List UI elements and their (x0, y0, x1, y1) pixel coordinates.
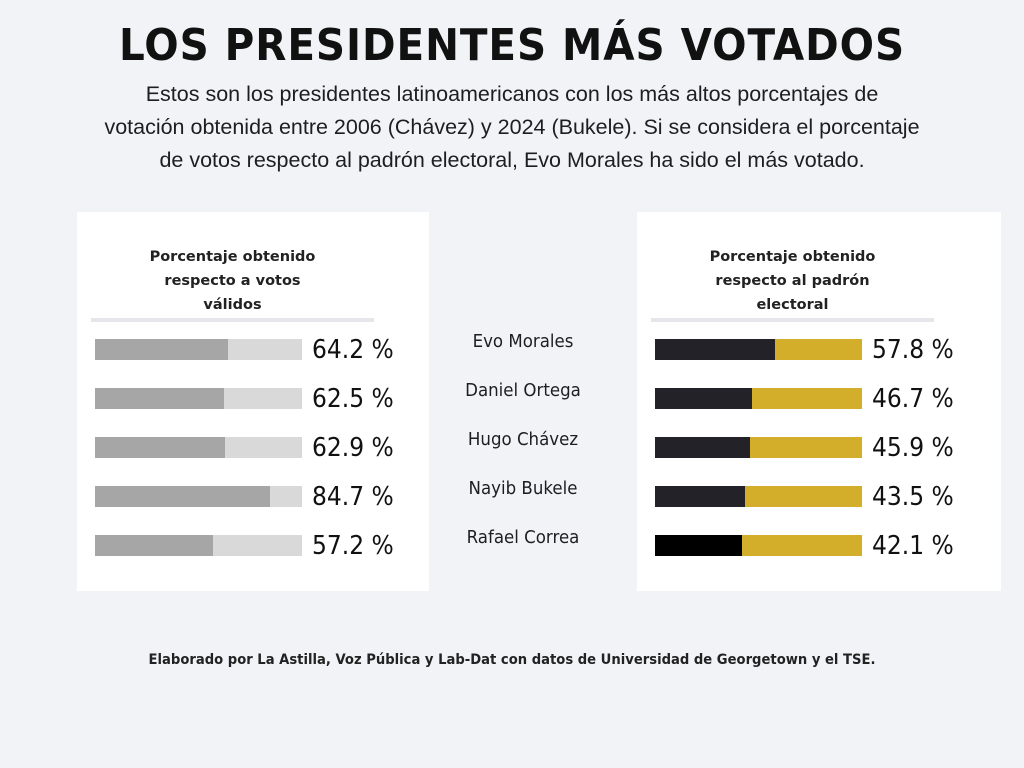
chart-title: Porcentaje obtenido respecto al padrón e… (651, 245, 934, 317)
bar-track (655, 339, 862, 360)
chart-title-line: respecto al padrón (715, 273, 870, 289)
bar-track (655, 486, 862, 507)
bar-value-label: 84.7 % (312, 482, 394, 512)
bar-track (95, 535, 302, 556)
bar-fill (655, 437, 750, 458)
bar-track (655, 437, 862, 458)
bar-track (95, 388, 302, 409)
bar-value-label: 57.2 % (312, 531, 394, 561)
subtitle-line: de votos respecto al padrón electoral, E… (159, 148, 865, 172)
bar-value-label: 45.9 % (872, 433, 954, 463)
bar-fill (655, 535, 743, 556)
source-credit: Elaborado por La Astilla, Voz Pública y … (148, 652, 876, 668)
subtitle: Estos son los presidentes latinoamerican… (30, 78, 994, 177)
divider (91, 318, 374, 322)
bar-fill (95, 339, 228, 360)
bar-value-label: 64.2 % (312, 335, 394, 365)
bar-value-label: 46.7 % (872, 384, 954, 414)
chart-title-line: electoral (756, 297, 829, 313)
bar-row: 46.7 % (637, 382, 1001, 414)
bar-track (95, 486, 302, 507)
president-name: Nayib Bukele (468, 479, 578, 499)
chart-title: Porcentaje obtenido respecto a votos vál… (91, 245, 374, 317)
chart-title-line: Porcentaje obtenido (149, 249, 316, 265)
bar-row: 57.8 % (637, 333, 1001, 365)
bar-track (95, 339, 302, 360)
bar-row: 42.1 % (637, 529, 1001, 561)
bar-row: 45.9 % (637, 431, 1001, 463)
bar-value-label: 43.5 % (872, 482, 954, 512)
bar-row: 64.2 % (77, 333, 429, 365)
bar-track (655, 388, 862, 409)
bar-fill (655, 486, 746, 507)
page-title: LOS PRESIDENTES MÁS VOTADOS (118, 20, 906, 71)
electoral-roll-chart: Porcentaje obtenido respecto al padrón e… (637, 212, 1001, 591)
bar-fill (95, 535, 214, 556)
divider (651, 318, 934, 322)
bar-row: 62.5 % (77, 382, 429, 414)
president-name: Rafael Correa (466, 528, 580, 548)
bar-track (655, 535, 862, 556)
bar-row: 62.9 % (77, 431, 429, 463)
bar-fill (95, 388, 225, 409)
chart-title-line: respecto a votos (164, 273, 301, 289)
bar-row: 84.7 % (77, 480, 429, 512)
president-name: Daniel Ortega (465, 381, 581, 401)
bar-track (95, 437, 302, 458)
bar-fill (655, 339, 775, 360)
valid-votes-chart: Porcentaje obtenido respecto a votos vál… (77, 212, 429, 591)
chart-title-line: válidos (203, 297, 262, 313)
subtitle-line: Estos son los presidentes latinoamerican… (145, 82, 879, 106)
bar-row: 57.2 % (77, 529, 429, 561)
bar-value-label: 57.8 % (872, 335, 954, 365)
subtitle-line: votación obtenida entre 2006 (Chávez) y … (104, 115, 920, 139)
president-name: Hugo Chávez (467, 430, 579, 450)
bar-value-label: 42.1 % (872, 531, 954, 561)
bar-value-label: 62.5 % (312, 384, 394, 414)
president-name: Evo Morales (472, 332, 574, 352)
bar-fill (655, 388, 752, 409)
bar-value-label: 62.9 % (312, 433, 394, 463)
bar-fill (95, 486, 271, 507)
bar-fill (95, 437, 226, 458)
bar-row: 43.5 % (637, 480, 1001, 512)
chart-title-line: Porcentaje obtenido (709, 249, 876, 265)
